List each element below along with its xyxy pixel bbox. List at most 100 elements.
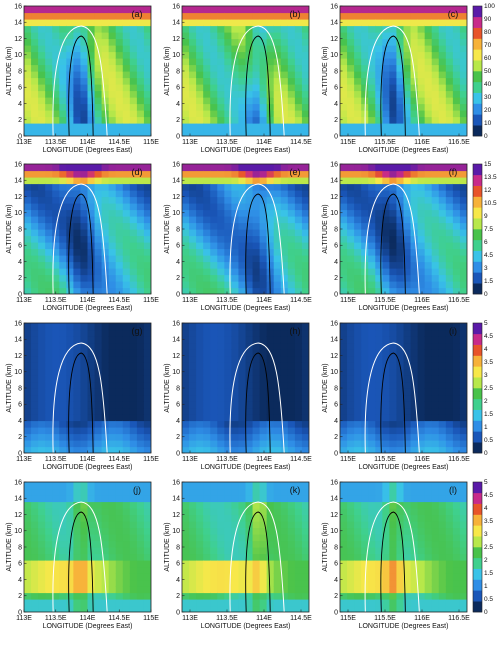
heatmap-cell bbox=[115, 599, 124, 607]
x-axis-label: LONGITUDE (Degrees East) bbox=[359, 623, 449, 630]
heatmap-cell bbox=[287, 336, 296, 344]
heatmap-cell bbox=[122, 342, 131, 350]
heatmap-cell bbox=[59, 342, 67, 350]
heatmap-cell bbox=[273, 414, 282, 422]
heatmap-cell bbox=[66, 599, 74, 607]
heatmap-cell bbox=[410, 6, 419, 14]
x-tick-label: 114E bbox=[80, 139, 96, 146]
heatmap-cell bbox=[438, 281, 447, 289]
heatmap-cell bbox=[122, 420, 131, 428]
heatmap-cell bbox=[238, 573, 247, 581]
heatmap-cell bbox=[87, 368, 96, 376]
heatmap-cell bbox=[389, 90, 398, 98]
heatmap-cell bbox=[115, 129, 124, 136]
heatmap-cell bbox=[438, 553, 447, 561]
heatmap-cell bbox=[94, 566, 103, 574]
heatmap-cell bbox=[375, 355, 383, 363]
heatmap-cell bbox=[382, 573, 390, 581]
heatmap-cell bbox=[273, 209, 282, 217]
y-tick-label: 0 bbox=[18, 291, 22, 298]
heatmap-cell bbox=[59, 216, 67, 224]
y-tick-label: 6 bbox=[176, 243, 180, 250]
y-tick-label: 12 bbox=[14, 194, 22, 201]
heatmap-cell bbox=[217, 368, 225, 376]
heatmap-cell bbox=[459, 495, 467, 503]
heatmap-cell bbox=[80, 190, 89, 198]
y-tick-label: 8 bbox=[176, 226, 180, 233]
heatmap-cell bbox=[280, 255, 289, 263]
heatmap-cell bbox=[382, 255, 390, 263]
heatmap-cell bbox=[238, 508, 247, 516]
heatmap-cell bbox=[38, 329, 46, 337]
heatmap-cell bbox=[459, 508, 467, 516]
heatmap-cell bbox=[340, 84, 348, 92]
heatmap-cell bbox=[287, 129, 296, 136]
heatmap-cell bbox=[273, 401, 282, 409]
heatmap-cell bbox=[24, 446, 32, 453]
colorbar-segment bbox=[473, 196, 482, 208]
heatmap-cell bbox=[87, 123, 96, 131]
heatmap-cell bbox=[94, 242, 103, 250]
heatmap-cell bbox=[136, 394, 145, 402]
heatmap-cell bbox=[52, 420, 60, 428]
heatmap-cell bbox=[31, 268, 39, 276]
heatmap-cell bbox=[101, 514, 110, 522]
heatmap-cell bbox=[66, 368, 74, 376]
heatmap-cell bbox=[45, 222, 53, 230]
colorbar-segment bbox=[473, 344, 482, 356]
heatmap-cell bbox=[143, 6, 151, 14]
heatmap-cell bbox=[252, 170, 261, 178]
colorbar-tick-label: 30 bbox=[484, 94, 492, 101]
heatmap-cell bbox=[347, 501, 355, 509]
heatmap-cell bbox=[101, 222, 110, 230]
heatmap-cell bbox=[259, 164, 268, 172]
y-tick-label: 2 bbox=[334, 275, 338, 282]
heatmap-cell bbox=[431, 129, 440, 136]
heatmap-cell bbox=[94, 368, 103, 376]
heatmap-cell bbox=[382, 38, 390, 46]
x-tick-label: 115.5E bbox=[374, 456, 396, 463]
heatmap-cell bbox=[368, 579, 376, 587]
heatmap-cell bbox=[294, 388, 303, 396]
heatmap-cell bbox=[340, 336, 348, 344]
heatmap-cell bbox=[252, 427, 261, 435]
heatmap-cell bbox=[368, 427, 376, 435]
heatmap-cell bbox=[59, 446, 67, 453]
heatmap-cell bbox=[73, 116, 82, 124]
heatmap-cell bbox=[361, 488, 369, 496]
heatmap-cell bbox=[438, 599, 447, 607]
heatmap-cell bbox=[403, 177, 412, 185]
heatmap-cell bbox=[94, 274, 103, 282]
heatmap-cell bbox=[424, 401, 433, 409]
heatmap-cell bbox=[259, 84, 268, 92]
heatmap-cell bbox=[108, 420, 117, 428]
heatmap-cell bbox=[122, 388, 131, 396]
heatmap-cell bbox=[196, 388, 204, 396]
heatmap-cell bbox=[238, 440, 247, 448]
y-tick-label: 14 bbox=[14, 20, 22, 27]
heatmap-cell bbox=[266, 433, 275, 441]
heatmap-cell bbox=[438, 203, 447, 211]
heatmap-cell bbox=[259, 407, 268, 415]
heatmap-cell bbox=[438, 103, 447, 111]
heatmap-cell bbox=[301, 521, 309, 529]
heatmap-cell bbox=[403, 129, 412, 136]
heatmap-cell bbox=[361, 482, 369, 490]
heatmap-cell bbox=[143, 420, 151, 428]
heatmap-cell bbox=[410, 38, 419, 46]
heatmap-cell bbox=[431, 242, 440, 250]
heatmap-cell bbox=[94, 32, 103, 40]
heatmap-cell bbox=[189, 488, 197, 496]
heatmap-cell bbox=[266, 547, 275, 555]
heatmap-cell bbox=[143, 362, 151, 370]
heatmap-cell bbox=[287, 123, 296, 131]
heatmap-cell bbox=[273, 287, 282, 294]
heatmap-cell bbox=[431, 97, 440, 105]
heatmap-cell bbox=[136, 287, 145, 294]
heatmap-cell bbox=[115, 196, 124, 204]
heatmap-cell bbox=[252, 566, 261, 574]
heatmap-cell bbox=[301, 446, 309, 453]
heatmap-cell bbox=[136, 183, 145, 191]
heatmap-cell bbox=[122, 592, 131, 600]
